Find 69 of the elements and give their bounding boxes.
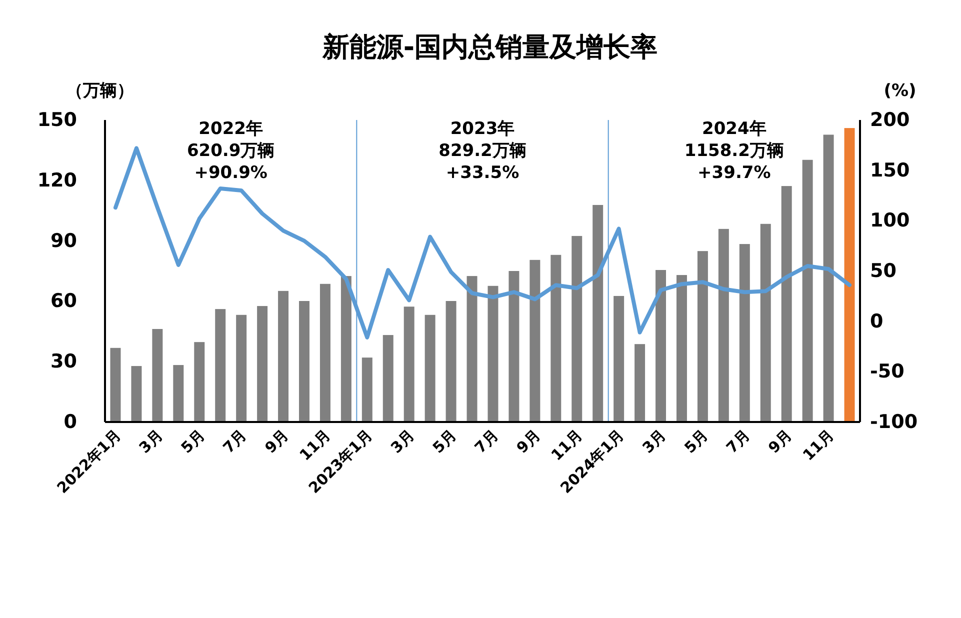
bar <box>278 290 289 422</box>
y-tick-label: 90 <box>50 230 77 252</box>
bar <box>466 276 478 422</box>
bar <box>592 204 604 422</box>
bar <box>404 306 414 422</box>
bar <box>697 251 708 422</box>
x-tick-label: 11月 <box>799 426 838 464</box>
x-tick-label: 3月 <box>387 426 418 457</box>
bar <box>362 358 372 422</box>
y2-tick-label: 50 <box>870 260 896 282</box>
bar <box>760 224 771 422</box>
y-tick-label: 150 <box>37 109 77 131</box>
chart-title: 新能源-国内总销量及增长率 <box>321 32 658 63</box>
bar <box>194 342 205 422</box>
bar <box>508 271 520 422</box>
bar <box>781 186 792 422</box>
bar <box>257 306 268 422</box>
y2-tick-label: 100 <box>870 210 910 232</box>
y-axis-title: （万辆） <box>66 81 134 101</box>
y2-tick-label: 200 <box>870 109 910 131</box>
bar <box>488 286 498 422</box>
bar <box>656 270 666 422</box>
x-tick-label: 5月 <box>177 426 208 457</box>
bar <box>215 309 226 422</box>
y-tick-label: 60 <box>50 290 77 312</box>
x-tick-label: 9月 <box>261 426 292 457</box>
x-tick-label: 7月 <box>219 426 250 457</box>
y2-axis-title: (%) <box>884 81 916 101</box>
y-tick-label: 30 <box>50 350 77 373</box>
bar <box>236 314 247 422</box>
y-tick-label: 0 <box>64 411 77 433</box>
bar <box>446 301 456 422</box>
bar <box>550 254 562 422</box>
bar <box>614 296 624 422</box>
bar <box>530 260 540 422</box>
bar <box>382 335 394 422</box>
y-tick-label: 120 <box>37 169 77 192</box>
bar <box>298 301 310 422</box>
bar <box>634 344 646 422</box>
bar <box>110 348 121 422</box>
bar <box>802 160 813 422</box>
bar <box>131 366 142 422</box>
y2-tick-label: -50 <box>870 360 904 383</box>
bar <box>572 236 582 422</box>
bar <box>844 128 855 422</box>
x-tick-label: 3月 <box>638 426 670 457</box>
x-tick-label: 5月 <box>680 426 712 457</box>
x-tick-label: 5月 <box>429 426 460 457</box>
bar <box>152 328 163 422</box>
bar <box>424 314 436 422</box>
bar <box>823 134 834 422</box>
bar <box>718 228 729 422</box>
y2-tick-label: -100 <box>870 411 918 433</box>
y2-tick-label: 150 <box>870 159 910 182</box>
y2-tick-label: 0 <box>870 310 884 332</box>
bar <box>340 276 352 422</box>
bar <box>320 284 330 422</box>
x-tick-label: 9月 <box>513 426 544 457</box>
annotation: 2024年 1158.2万辆 +39.7% <box>684 119 784 183</box>
x-tick-label: 7月 <box>722 426 754 457</box>
x-tick-label: 7月 <box>471 426 502 457</box>
bar <box>739 244 750 422</box>
bar <box>676 275 687 422</box>
annotation: 2022年 620.9万辆 +90.9% <box>186 119 275 183</box>
bar <box>173 365 184 422</box>
x-tick-label: 3月 <box>136 426 166 457</box>
x-tick-label: 11月 <box>548 426 586 464</box>
annotation: 2023年 829.2万辆 +33.5% <box>438 119 526 183</box>
x-tick-label: 9月 <box>764 426 796 457</box>
